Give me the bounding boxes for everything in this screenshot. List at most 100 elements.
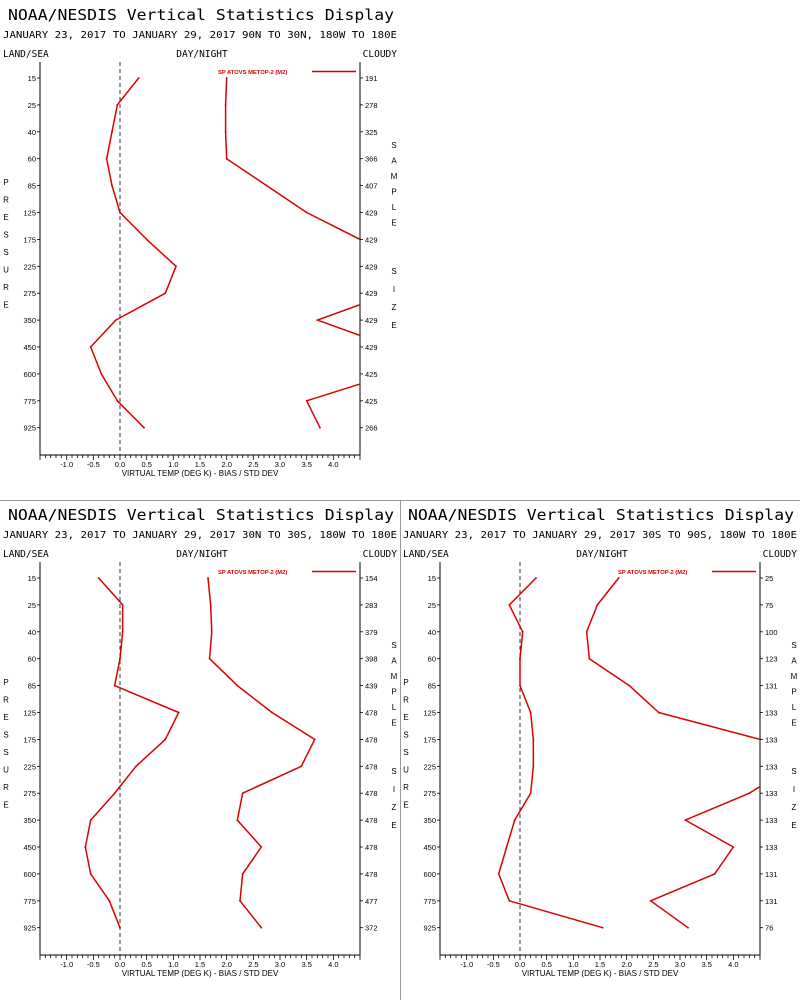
- bias-point: [97, 577, 100, 579]
- y-right-title-letter: I: [393, 785, 395, 794]
- std_dev-segment: [316, 303, 360, 321]
- y-left-title-letter: E: [3, 801, 8, 810]
- y-left-title-letter: S: [403, 748, 408, 757]
- std_dev-point: [759, 738, 760, 741]
- bias-segment: [100, 373, 119, 402]
- pressure-label: 15: [28, 574, 36, 583]
- std_dev-point: [585, 630, 588, 633]
- sample-size-label: 439: [365, 682, 378, 691]
- y-right-title-letter: E: [391, 219, 396, 228]
- y-left-title-letter: E: [3, 713, 8, 722]
- sample-size-label: 407: [365, 182, 378, 191]
- x-tick-label: 2.5: [248, 960, 258, 969]
- y-right-title-letter: M: [391, 172, 398, 181]
- x-tick-label: 3.5: [301, 960, 311, 969]
- sample-size-label: 478: [365, 735, 378, 744]
- bias-point: [89, 819, 92, 821]
- bias-point: [116, 104, 119, 106]
- bias-point: [89, 346, 92, 348]
- y-right-title-letter: Z: [392, 803, 397, 812]
- y-right-title-letter: A: [791, 657, 797, 666]
- data-lines: [89, 77, 360, 429]
- std_dev-segment: [748, 785, 760, 794]
- std_dev-segment: [596, 577, 620, 606]
- x-tick-label: 1.0: [568, 960, 578, 969]
- bias-point: [505, 846, 508, 848]
- bias-point: [145, 238, 148, 241]
- pressure-label: 15: [28, 74, 36, 83]
- y-left-title-letter: U: [3, 266, 9, 275]
- x-tick-label: 3.5: [701, 960, 711, 969]
- bias-point: [529, 792, 532, 795]
- x-tick-label: 1.5: [595, 960, 605, 969]
- bias-point: [535, 577, 537, 579]
- bias-point: [121, 604, 124, 606]
- x-tick-label: 0.5: [141, 960, 151, 969]
- sample-size-label: 123: [765, 655, 778, 664]
- bias-point: [135, 765, 137, 768]
- x-tick-label: 0.0: [115, 460, 125, 469]
- pressure-label: 450: [23, 843, 36, 852]
- std_dev-point: [628, 684, 631, 687]
- label-cloudy: CLOUDY: [363, 549, 398, 560]
- bias-segment: [113, 684, 180, 714]
- sample-size-label: 131: [765, 897, 778, 906]
- std_dev-segment: [588, 657, 631, 687]
- sample-size-label: 478: [365, 709, 378, 718]
- std_dev-segment: [239, 873, 244, 902]
- pressure-label: 350: [423, 816, 436, 825]
- pressure-label: 225: [23, 762, 36, 771]
- y-right-title-letter: L: [792, 703, 797, 712]
- y-left-title-letter: R: [403, 783, 409, 792]
- pressure-label: 175: [23, 235, 36, 244]
- std_dev-point: [657, 711, 660, 714]
- std_dev-point: [596, 604, 599, 606]
- pressure-label: 600: [23, 370, 36, 379]
- y-right-title-letter: Z: [792, 803, 797, 812]
- data-lines: [497, 577, 760, 929]
- y-right-title-letter: E: [791, 719, 796, 728]
- pressure-label: 450: [423, 843, 436, 852]
- std_dev-point: [319, 426, 321, 429]
- x-tick-label: 1.0: [168, 460, 178, 469]
- y-right-title-letter: S: [391, 267, 396, 276]
- pressure-label: 125: [423, 709, 436, 718]
- pressure-label: 275: [23, 789, 36, 798]
- x-tick-label: 4.0: [328, 960, 338, 969]
- sample-size-label: 478: [365, 870, 378, 879]
- chart-subtitle: JANUARY 23, 2017 TO JANUARY 29, 2017 90N…: [3, 30, 397, 41]
- std_dev-segment: [209, 604, 213, 633]
- chart-title: NOAA/NESDIS Vertical Statistics Display: [8, 506, 394, 524]
- bias-segment: [497, 846, 508, 875]
- bias-point: [113, 684, 116, 687]
- std_dev-point: [208, 657, 211, 660]
- sample-size-label: 398: [365, 655, 378, 664]
- chart-panel-90n-30n: NOAA/NESDIS Vertical Statistics Display J…: [0, 0, 400, 500]
- bias-point: [532, 738, 535, 741]
- y-right-title-letter: E: [391, 821, 396, 830]
- pressure-label: 450: [23, 343, 36, 352]
- bias-segment: [135, 738, 167, 768]
- y-right-title-letter: P: [391, 688, 396, 697]
- bias-segment: [97, 577, 124, 606]
- pressure-label: 775: [423, 897, 436, 906]
- std_dev-segment: [236, 792, 244, 821]
- pressure-label: 175: [23, 735, 36, 744]
- bias-segment: [508, 577, 537, 606]
- bias-point: [519, 657, 521, 660]
- x-tick-label: 1.5: [195, 460, 205, 469]
- bias-point: [119, 926, 121, 929]
- std_dev-point: [617, 577, 620, 579]
- x-tick-label: -1.0: [60, 460, 73, 469]
- x-tick-label: 3.0: [675, 960, 685, 969]
- y-left-title-letter: R: [403, 696, 409, 705]
- std_dev-point: [305, 211, 308, 214]
- std_dev-point: [241, 792, 244, 795]
- bias-point: [519, 684, 521, 687]
- x-tick-label: 3.0: [275, 460, 285, 469]
- pressure-label: 60: [28, 655, 36, 664]
- chart-subtitle: JANUARY 23, 2017 TO JANUARY 29, 2017 30S…: [403, 530, 797, 541]
- data-lines: [84, 577, 316, 929]
- std_dev-point: [224, 104, 227, 106]
- bias-point: [100, 373, 103, 375]
